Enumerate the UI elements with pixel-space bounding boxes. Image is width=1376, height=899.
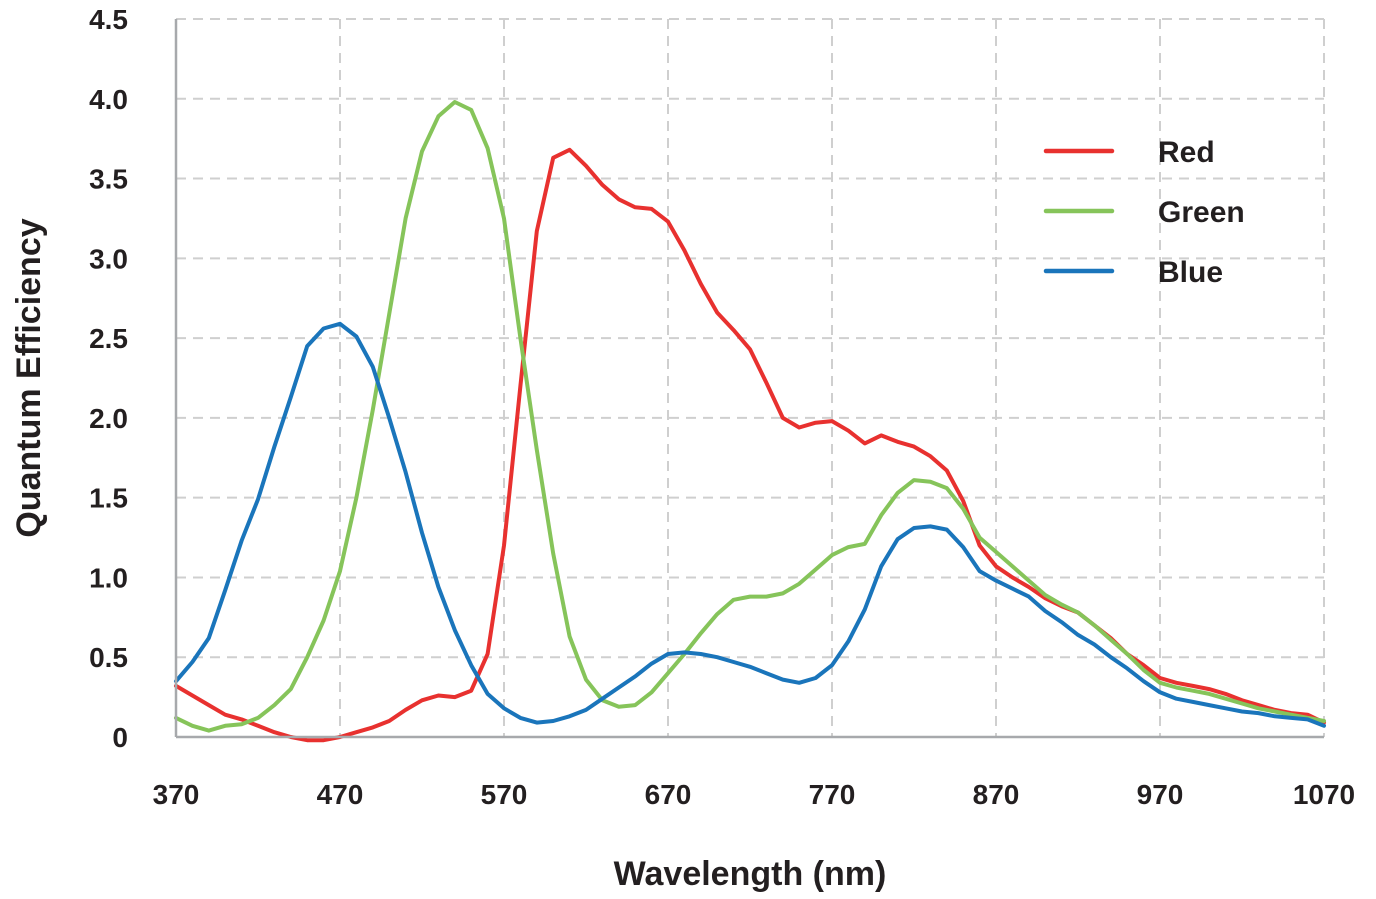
series-line-blue	[174, 321, 1326, 728]
legend-label-green: Green	[1158, 196, 1245, 229]
y-tick-label: 3.5	[89, 164, 128, 195]
y-axis-title: Quantum Efficiency	[10, 218, 48, 537]
x-tick-label: 1070	[1293, 779, 1355, 810]
x-tick-label: 870	[973, 779, 1020, 810]
y-tick-label: 0	[112, 722, 128, 753]
axes	[174, 19, 1324, 739]
y-tick-label: 4.0	[89, 84, 128, 115]
legend: Red Green Blue	[1043, 136, 1245, 289]
grid	[176, 18, 1325, 737]
series-lines	[174, 100, 1326, 743]
series-line-green	[174, 100, 1326, 733]
y-tick-label: 4.5	[89, 4, 128, 35]
series-line-red	[174, 147, 1326, 743]
x-tick-labels: 370 470 570 670 770 870 970 1070	[153, 779, 1356, 810]
y-tick-label: 1.0	[89, 562, 128, 593]
x-tick-label: 370	[153, 779, 200, 810]
x-tick-label: 570	[481, 779, 528, 810]
x-tick-label: 970	[1137, 779, 1184, 810]
y-tick-label: 1.5	[89, 483, 128, 514]
x-axis-title: Wavelength (nm)	[614, 855, 887, 893]
x-tick-label: 670	[645, 779, 692, 810]
legend-label-blue: Blue	[1158, 256, 1223, 289]
y-tick-label: 2.0	[89, 403, 128, 434]
y-tick-label: 0.5	[89, 642, 128, 673]
x-tick-label: 770	[809, 779, 856, 810]
x-tick-label: 470	[317, 779, 364, 810]
y-tick-labels: 0 0.5 1.0 1.5 2.0 2.5 3.0 3.5 4.0 4.5	[89, 4, 128, 753]
y-tick-label: 3.0	[89, 243, 128, 274]
y-tick-label: 2.5	[89, 323, 128, 354]
legend-label-red: Red	[1158, 136, 1215, 169]
